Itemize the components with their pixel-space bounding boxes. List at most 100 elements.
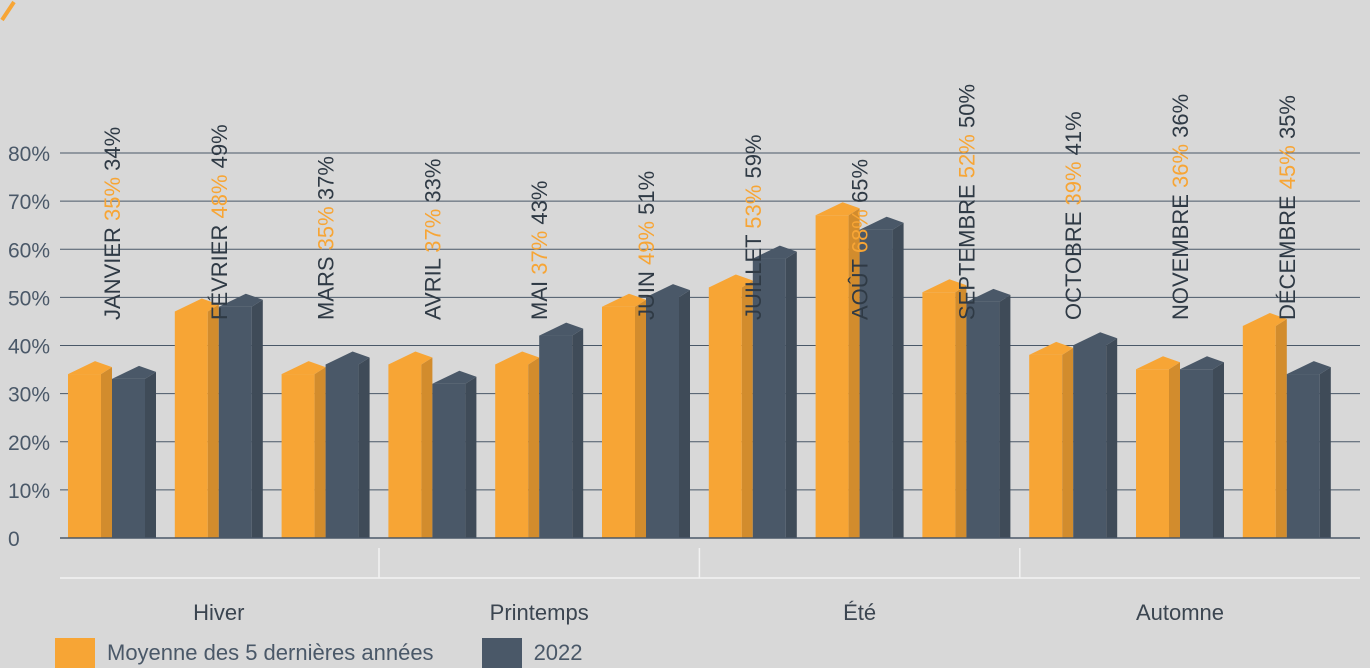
data-label-average: 49% <box>634 215 659 265</box>
data-label-2022: 41% <box>1061 111 1086 155</box>
month-label: OCTOBRE 39% 41% <box>1061 111 1086 320</box>
bar-2022-side <box>358 357 370 538</box>
bar-2022-side <box>892 222 904 538</box>
data-label-average: 36% <box>1168 138 1193 188</box>
data-label-average: 52% <box>954 128 979 178</box>
data-label-2022: 59% <box>741 134 766 178</box>
bar-average-top <box>174 298 219 312</box>
legend-item-average: Moyenne des 5 dernières années <box>55 638 434 668</box>
y-tick-label: 40% <box>8 336 50 359</box>
bar-average-side <box>955 285 967 538</box>
bar-average-top <box>495 351 540 365</box>
corner-chevron-icon <box>0 0 16 22</box>
bar-average-front <box>815 215 849 538</box>
bar-2022-side <box>679 290 690 538</box>
bar-average-front <box>1136 369 1169 538</box>
bar-average-front <box>708 287 742 538</box>
y-tick-label: 30% <box>8 384 50 407</box>
month-name: FÉVRIER <box>207 219 232 320</box>
data-label-2022: 36% <box>1168 94 1193 138</box>
month-name: JUIN <box>634 265 659 320</box>
bar-2022-front <box>966 301 1000 538</box>
bar-2022-front <box>1073 345 1107 538</box>
month-label: NOVEMBRE 36% 36% <box>1168 94 1193 320</box>
data-label-2022: 65% <box>848 159 873 203</box>
y-tick-label: 20% <box>8 432 50 455</box>
y-tick-label: 10% <box>8 480 50 503</box>
month-label: MARS 35% 37% <box>314 156 339 320</box>
bar-average-side <box>528 357 540 538</box>
bar-average-side <box>741 280 753 538</box>
y-tick-label: 50% <box>8 287 50 310</box>
bar-2022-front <box>432 383 466 538</box>
bar-2022-front <box>752 258 786 538</box>
month-name: AOÛT <box>848 253 873 320</box>
data-label-2022: 49% <box>207 124 232 168</box>
bar-average-top <box>281 361 326 375</box>
month-name: MAI <box>527 275 552 320</box>
data-label-average: 68% <box>848 203 873 253</box>
month-name: DÉCEMBRE <box>1275 189 1300 320</box>
y-tick-label: 80% <box>8 143 50 166</box>
bar-average-side <box>421 357 433 538</box>
bar-2022-top <box>1180 356 1224 370</box>
data-label-average: 37% <box>420 203 445 253</box>
bar-average-top <box>1029 341 1074 355</box>
bar-2022-side <box>251 299 263 538</box>
season-label: Automne <box>1136 600 1224 625</box>
bar-average-side <box>207 304 219 538</box>
data-label-average: 45% <box>1275 139 1300 189</box>
month-name: OCTOBRE <box>1061 205 1086 320</box>
data-label-2022: 33% <box>420 159 445 203</box>
bar-average-front <box>388 364 422 538</box>
data-label-average: 35% <box>100 171 125 221</box>
bar-average-side <box>314 367 326 538</box>
month-name: SEPTEMBRE <box>954 178 979 320</box>
bar-average-top <box>1136 356 1180 370</box>
bar-average-top <box>922 279 967 293</box>
bar-average-side <box>848 208 860 538</box>
bar-average-front <box>495 364 529 538</box>
data-label-2022: 50% <box>954 84 979 128</box>
bar-average-side <box>1275 318 1287 538</box>
y-tick-label: 60% <box>8 239 50 262</box>
month-label: JANVIER 35% 34% <box>100 127 125 320</box>
bar-2022-top <box>539 322 584 336</box>
bar-2022-side <box>145 371 156 538</box>
data-label-average: 35% <box>314 200 339 250</box>
bar-average-side <box>635 299 646 538</box>
month-name: MARS <box>314 250 339 320</box>
data-label-average: 53% <box>741 179 766 229</box>
bar-average-top <box>708 274 753 288</box>
y-tick-label: 70% <box>8 191 50 214</box>
month-label: DÉCEMBRE 45% 35% <box>1275 95 1300 320</box>
bar-average-side <box>101 367 112 538</box>
legend-item-2022: 2022 <box>481 638 583 668</box>
month-label: JUIN 49% 51% <box>634 171 659 320</box>
bar-2022-top <box>1286 361 1331 375</box>
bar-2022-side <box>1106 338 1118 538</box>
data-label-2022: 34% <box>100 127 125 171</box>
bar-2022-front <box>1180 369 1213 538</box>
bar-average-front <box>602 306 635 538</box>
month-name: NOVEMBRE <box>1168 188 1193 320</box>
month-name: JUILLET <box>741 229 766 320</box>
bar-2022-front <box>325 364 359 538</box>
bar-2022-side <box>465 376 477 538</box>
data-label-2022: 37% <box>314 156 339 200</box>
data-label-2022: 51% <box>634 171 659 215</box>
bar-2022-front <box>1286 374 1320 538</box>
bar-2022-front <box>646 297 679 538</box>
bar-average-side <box>1169 362 1180 538</box>
bar-average-top <box>1242 312 1287 326</box>
legend-label-average: Moyenne des 5 dernières années <box>107 640 434 665</box>
bar-2022-top <box>218 293 263 307</box>
bar-average-front <box>922 292 956 538</box>
bar-2022-side <box>1213 362 1224 538</box>
bar-2022-side <box>785 251 797 538</box>
bar-2022-side <box>572 328 584 538</box>
month-label: SEPTEMBRE 52% 50% <box>954 84 979 320</box>
bar-2022-top <box>752 245 797 259</box>
month-label: FÉVRIER 48% 49% <box>207 124 232 320</box>
